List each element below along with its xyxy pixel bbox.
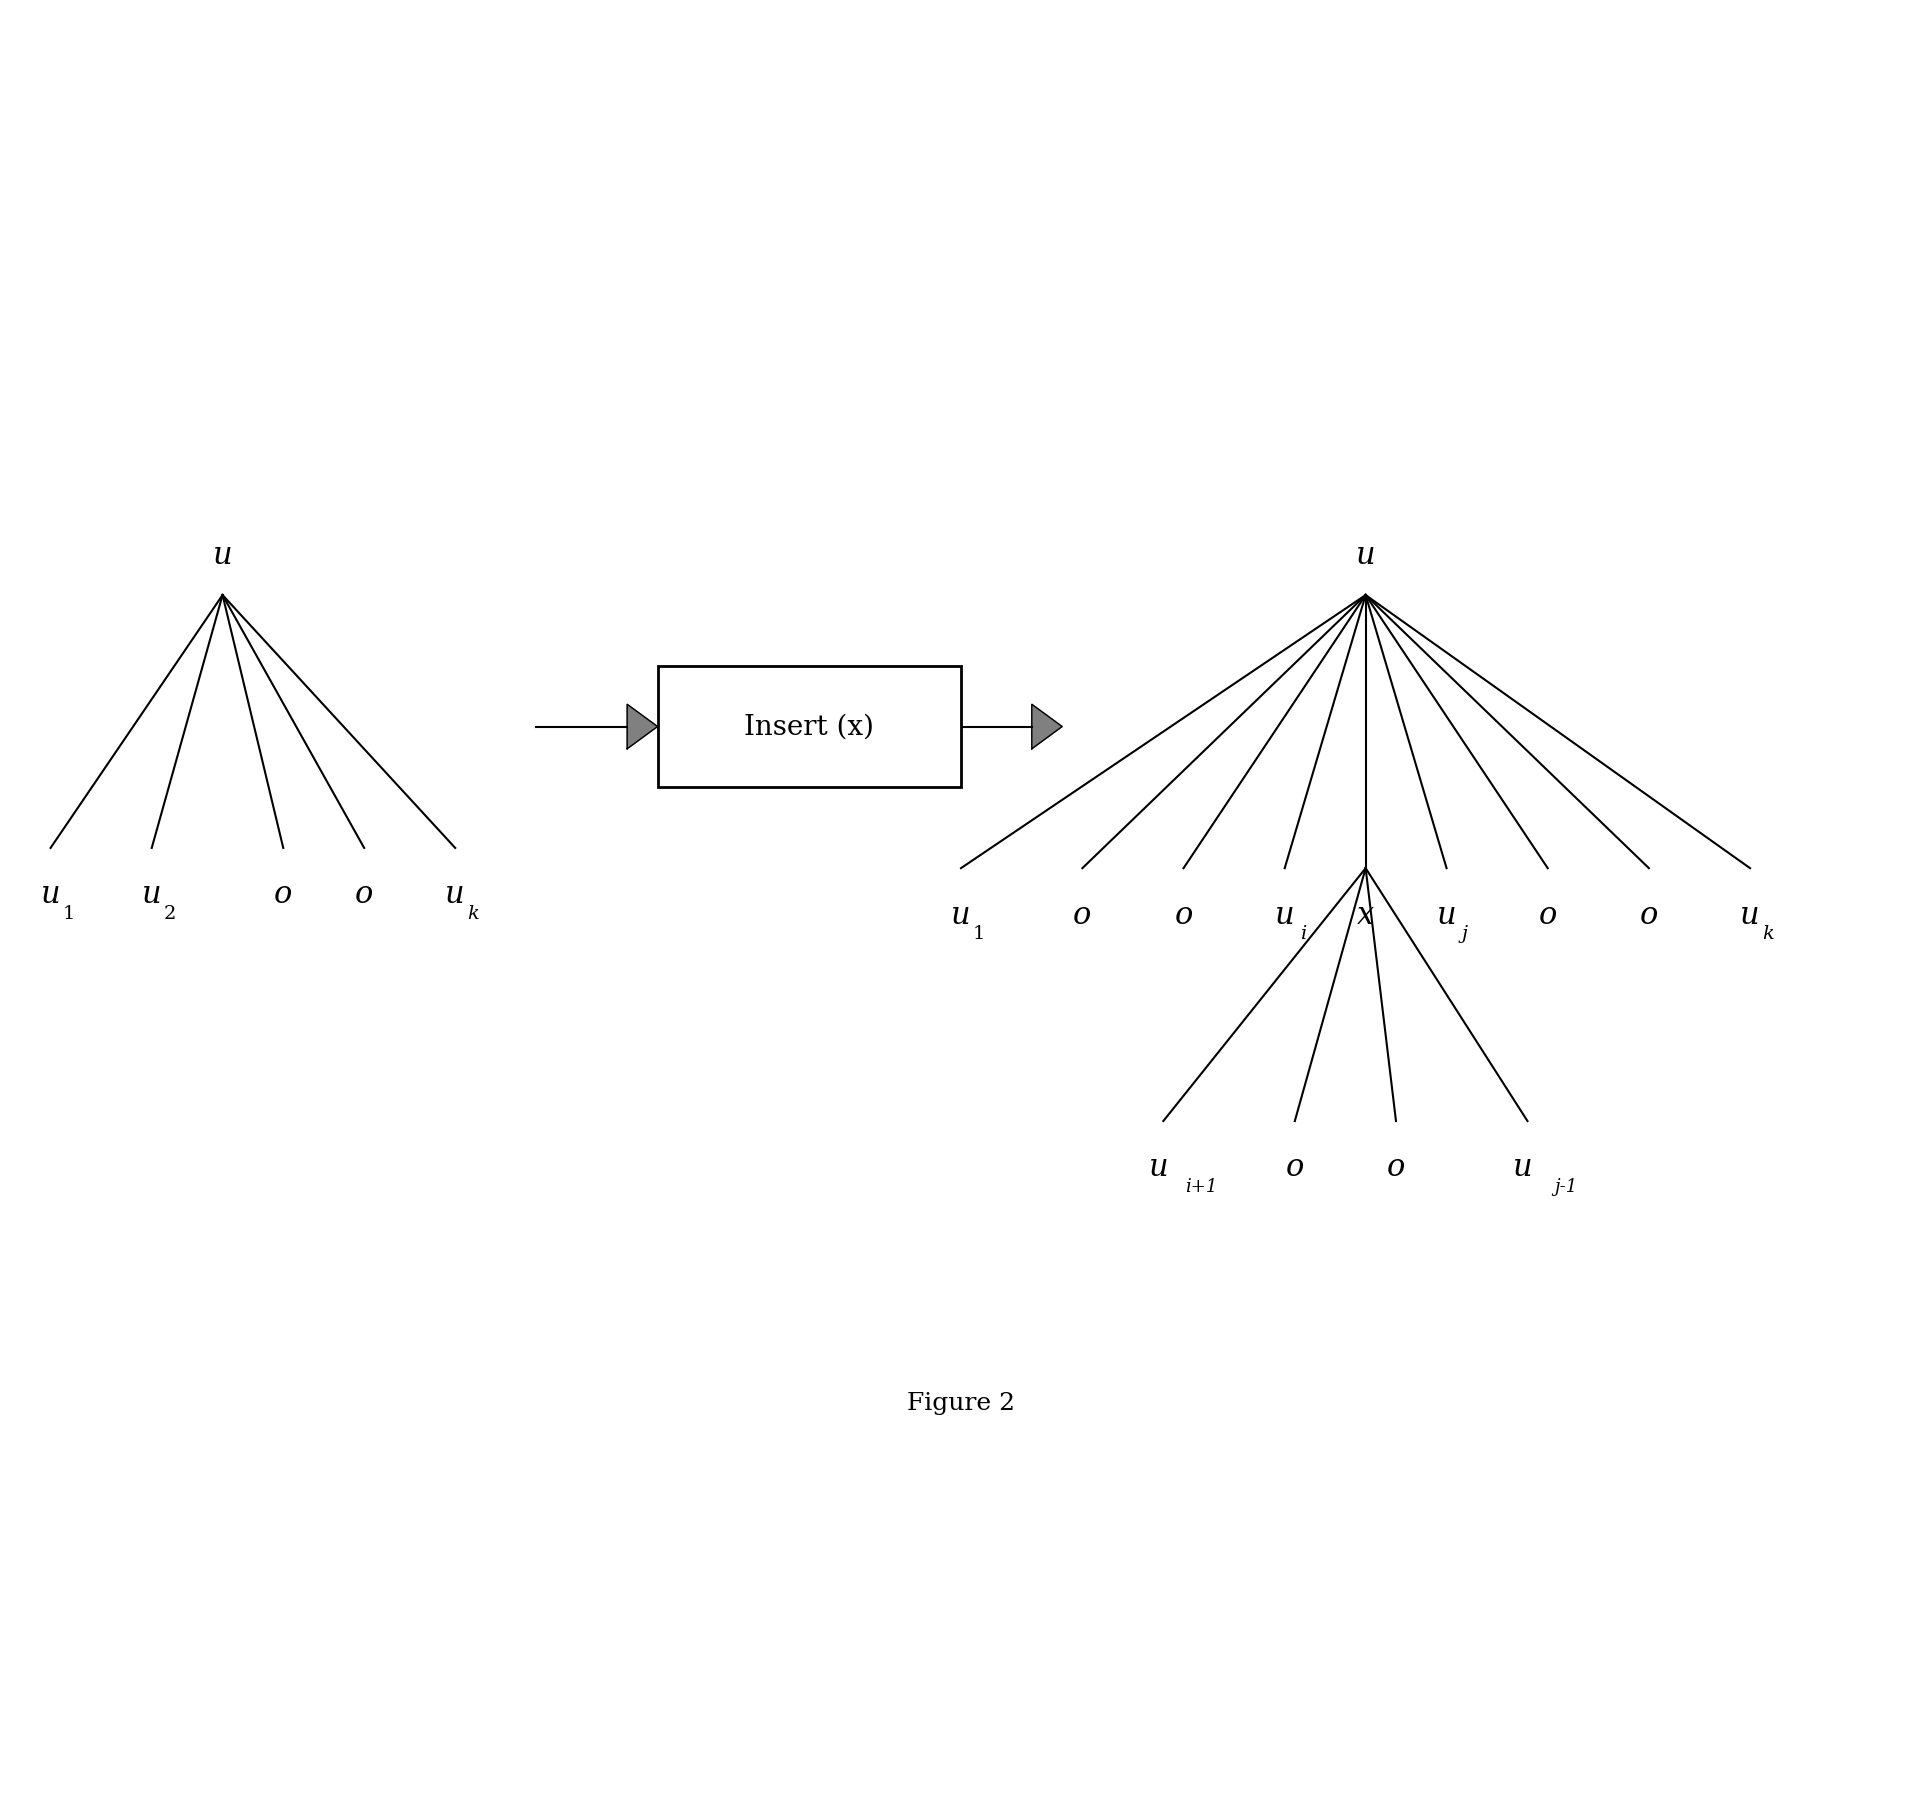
Text: 1: 1 bbox=[973, 924, 986, 942]
Text: o: o bbox=[275, 879, 292, 910]
Text: u: u bbox=[1513, 1153, 1532, 1183]
Text: j-1: j-1 bbox=[1555, 1178, 1578, 1196]
Text: 2: 2 bbox=[163, 904, 177, 922]
Text: x: x bbox=[1357, 899, 1374, 930]
Text: k: k bbox=[1762, 924, 1774, 942]
Text: o: o bbox=[356, 879, 373, 910]
Text: o: o bbox=[1639, 899, 1659, 930]
Text: u: u bbox=[951, 899, 971, 930]
Text: j: j bbox=[1463, 924, 1468, 942]
Text: o: o bbox=[1072, 899, 1092, 930]
Text: u: u bbox=[142, 879, 161, 910]
Text: u: u bbox=[1739, 899, 1761, 930]
Text: u: u bbox=[1355, 539, 1376, 570]
Text: Insert (x): Insert (x) bbox=[744, 714, 875, 741]
Text: o: o bbox=[1388, 1153, 1405, 1183]
Text: u: u bbox=[1438, 899, 1457, 930]
Text: Figure 2: Figure 2 bbox=[907, 1392, 1015, 1415]
Text: u: u bbox=[40, 879, 60, 910]
Polygon shape bbox=[627, 705, 657, 750]
Text: u: u bbox=[1149, 1153, 1169, 1183]
Text: o: o bbox=[1174, 899, 1194, 930]
Text: i+1: i+1 bbox=[1186, 1178, 1219, 1196]
FancyBboxPatch shape bbox=[657, 667, 961, 788]
Text: o: o bbox=[1538, 899, 1557, 930]
Text: u: u bbox=[1274, 899, 1295, 930]
Text: 1: 1 bbox=[63, 904, 75, 922]
Text: o: o bbox=[1286, 1153, 1303, 1183]
Text: u: u bbox=[446, 879, 465, 910]
Text: k: k bbox=[467, 904, 479, 922]
Polygon shape bbox=[1032, 705, 1063, 750]
Text: i: i bbox=[1299, 924, 1307, 942]
Text: u: u bbox=[213, 539, 233, 570]
